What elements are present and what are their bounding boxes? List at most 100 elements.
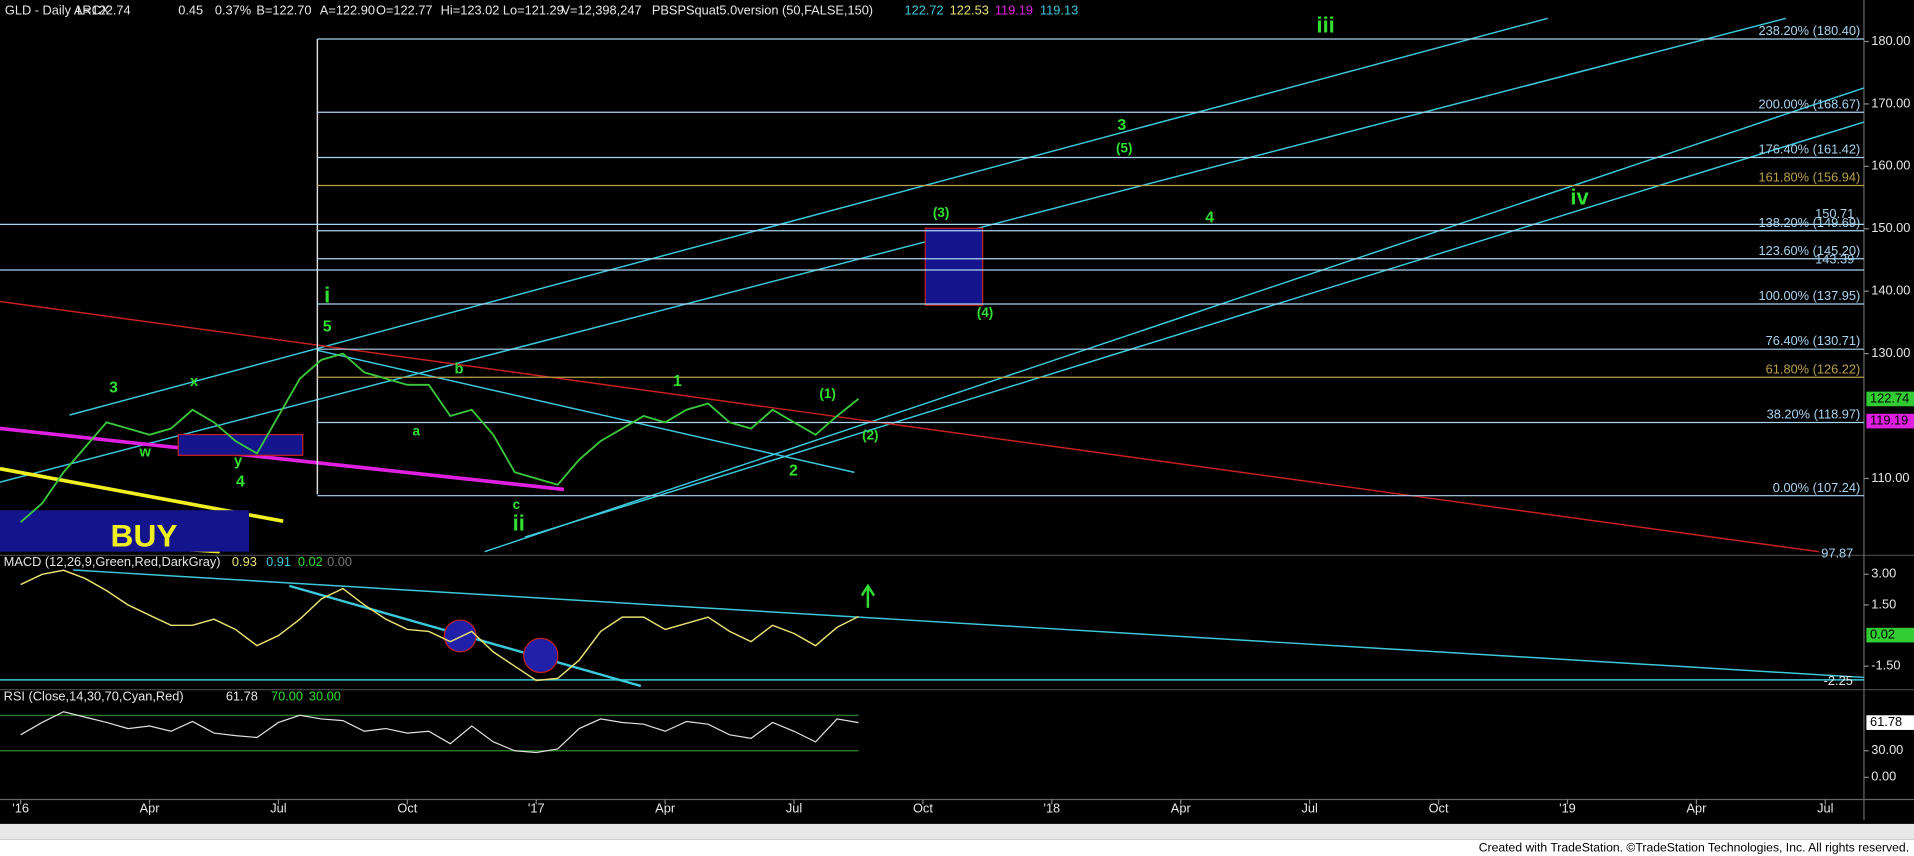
channel-line [0, 17, 1787, 483]
macd-readout: 0.93 [232, 554, 257, 569]
price-line [20, 352, 860, 523]
macd-trend [73, 569, 1864, 679]
wave-label: (4) [977, 305, 993, 320]
price-marker [1866, 413, 1914, 429]
macd-readout: 0.02 [298, 554, 323, 569]
y-tick-label: 1.50 [1871, 596, 1896, 611]
magenta-trend [0, 426, 565, 492]
fib-label: 76.40% (130.71) [1766, 333, 1861, 348]
symbol: GLD - Daily ARCX [5, 2, 110, 17]
open: O=122.77 [376, 2, 433, 17]
rsi-readout: 70.00 [271, 688, 303, 703]
scrollbar[interactable] [0, 823, 1914, 840]
x-tick-label: '19 [1559, 801, 1576, 816]
price-marker [1866, 391, 1914, 407]
y-tick-label: 170.00 [1871, 95, 1910, 110]
study: PBSPSquat5.0version (50,FALSE,150) [652, 2, 873, 17]
wave-label: 5 [323, 318, 332, 335]
rsi-readout: 61.78 [226, 688, 258, 703]
wave-label: (3) [933, 205, 949, 220]
target-box [924, 227, 984, 306]
wave-label: a [413, 424, 421, 439]
channel-line [484, 87, 1865, 553]
trend-end-label: -2.25 [1824, 673, 1853, 688]
footer: Created with TradeStation. ©TradeStation… [1479, 841, 1909, 855]
fib-label: 200.00% (168.67) [1759, 96, 1861, 111]
bid: B=122.70 [256, 2, 311, 17]
fib-label: 238.20% (180.40) [1759, 23, 1861, 38]
x-tick-label: Jul [270, 801, 286, 816]
x-tick-label: '16 [12, 801, 29, 816]
wave-label: 2 [789, 462, 798, 479]
x-tick-label: Apr [655, 801, 676, 816]
x-tick-label: '18 [1044, 801, 1061, 816]
fib-label: 123.60% (145.20) [1759, 243, 1861, 258]
change: 0.45 [178, 2, 203, 17]
current-marker [1866, 715, 1914, 730]
wave-label: 3 [1117, 117, 1126, 134]
x-tick-label: '17 [528, 801, 545, 816]
y-tick-label: 3.00 [1871, 566, 1896, 581]
y-tick-label: 180.00 [1871, 33, 1910, 48]
macd-circle [443, 619, 477, 653]
ask: A=122.90 [320, 2, 375, 17]
rsi-readout: 30.00 [309, 688, 341, 703]
fib-label: 38.20% (118.97) [1767, 407, 1861, 422]
fib-label: 100.00% (137.95) [1759, 288, 1861, 303]
macd-readout: 0.91 [266, 554, 291, 569]
y-tick-label: 130.00 [1871, 345, 1910, 360]
pct: 0.37% [215, 2, 251, 17]
wave-label: iii [1316, 13, 1334, 38]
macd-line [20, 569, 859, 682]
wave-label: (5) [1116, 140, 1132, 155]
y-tick-label: 30.00 [1871, 742, 1903, 757]
channel-line [524, 121, 1865, 538]
macd-readout: 0.00 [327, 554, 352, 569]
wave-label: x [190, 374, 199, 390]
y-tick-label: 110.00 [1871, 470, 1909, 485]
wave-label: (2) [862, 427, 878, 442]
x-tick-label: Apr [140, 801, 161, 816]
y-tick-label: 140.00 [1871, 283, 1910, 298]
x-tick-label: Jul [1301, 801, 1317, 816]
x-tick-label: Apr [1686, 801, 1707, 816]
wave-label: c [513, 497, 521, 512]
x-tick-label: Oct [1429, 801, 1449, 816]
wave-label: 4 [236, 473, 245, 490]
volume: V=12,398,247 [562, 2, 642, 17]
current-label: 61.78 [1870, 714, 1902, 729]
macd-title: MACD (12,26,9,Green,Red,DarkGray) [4, 554, 221, 569]
fib-label: 138.20% (149.69) [1759, 215, 1861, 230]
wave-label: i [324, 282, 330, 307]
study-value: 122.53 [950, 2, 989, 17]
study-value: 119.13 [1040, 2, 1078, 17]
macd-circle [523, 637, 559, 674]
low: Lo=121.29 [503, 2, 564, 17]
current-marker [1866, 627, 1914, 643]
wave-label: y [234, 453, 243, 469]
wave-label: (1) [819, 386, 835, 401]
fib-label: 0.00% (107.24) [1773, 480, 1861, 495]
study-value: 119.19 [995, 2, 1033, 17]
current-label: 0.02 [1870, 627, 1895, 642]
x-tick-label: Apr [1171, 801, 1192, 816]
y-tick-label: 150.00 [1871, 220, 1910, 235]
rsi-line [20, 711, 859, 754]
price-marker-label: 119.19 [1870, 412, 1908, 427]
line-label: 150.71 [1815, 206, 1854, 221]
wave-label: ii [513, 511, 525, 536]
wave-label: iv [1570, 185, 1589, 210]
study-value: 122.72 [905, 2, 944, 17]
rsi-title: RSI (Close,14,30,70,Cyan,Red) [4, 688, 184, 703]
wave-label: 3 [109, 379, 118, 396]
x-tick-label: Oct [913, 801, 933, 816]
trend-end-label: 97.87 [1821, 546, 1853, 561]
x-tick-label: Jul [1817, 801, 1833, 816]
line-label: 143.39 [1815, 252, 1854, 267]
wave-label: w [139, 445, 152, 461]
y-tick-label: -1.50 [1871, 658, 1900, 673]
fib-label: 161.80% (156.94) [1759, 170, 1861, 185]
price-marker-label: 122.74 [1870, 390, 1909, 405]
